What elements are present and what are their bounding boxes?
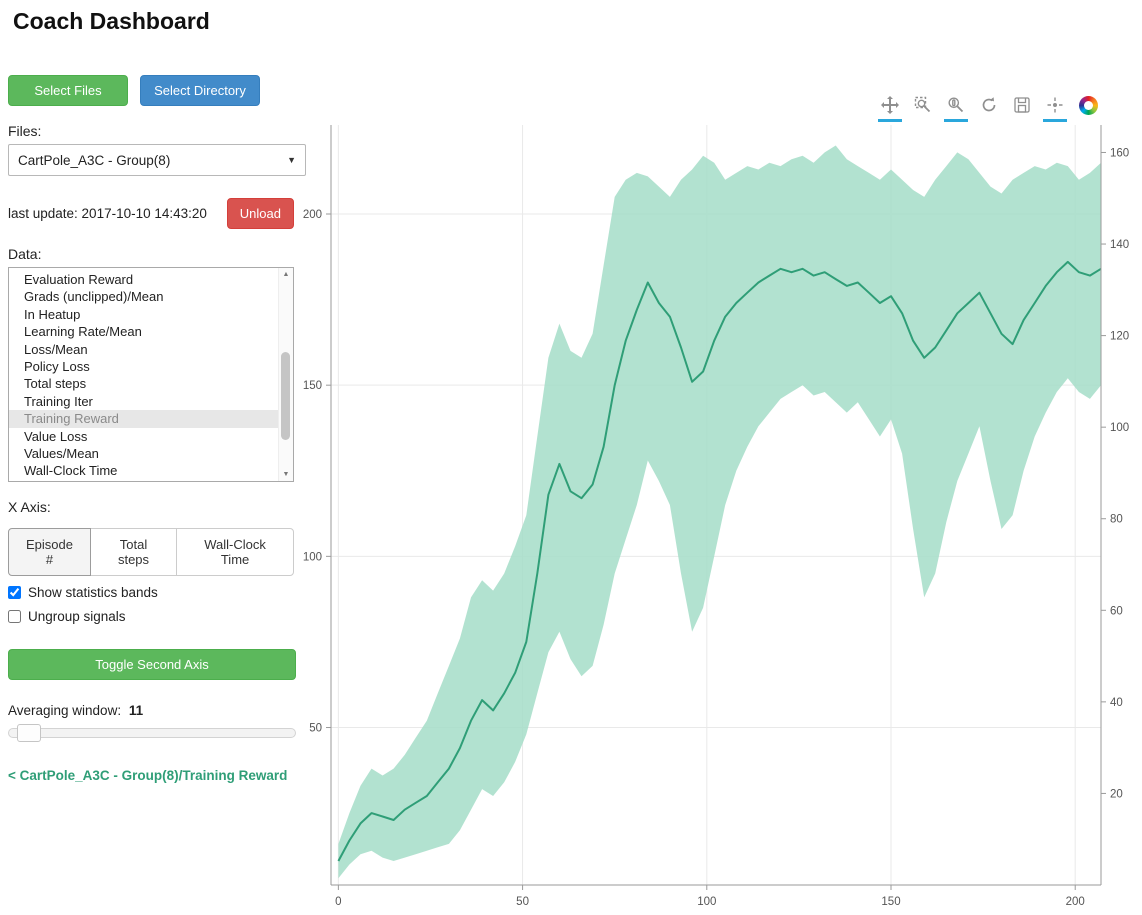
data-list-item[interactable]: Grads (unclipped)/Mean xyxy=(24,289,164,305)
data-list-item[interactable]: Policy Loss xyxy=(24,359,90,375)
data-list-item[interactable]: Training Reward xyxy=(9,410,293,428)
show-statistics-bands-label[interactable]: Show statistics bands xyxy=(28,585,158,600)
scroll-down-icon[interactable]: ▼ xyxy=(282,471,290,478)
select-directory-button[interactable]: Select Directory xyxy=(140,75,260,106)
data-list-item[interactable]: Total steps xyxy=(24,376,87,392)
chart-panel: 50 100 150 200 20 40 60 80 100 120 140 160 0 50 100 150… xyxy=(302,35,1142,908)
reset-tool-icon[interactable] xyxy=(977,93,1001,122)
axis-tick-label: 20 xyxy=(1110,788,1123,800)
data-list-item[interactable]: Training Iter xyxy=(24,393,93,409)
show-statistics-bands-checkbox[interactable] xyxy=(8,586,21,599)
last-update-text: last update: 2017-10-10 14:43:20 xyxy=(8,206,207,221)
box-zoom-tool-icon[interactable] xyxy=(911,93,935,122)
files-select-value: CartPole_A3C - Group(8) xyxy=(18,152,171,168)
breadcrumb[interactable]: < CartPole_A3C - Group(8)/Training Rewar… xyxy=(8,768,288,783)
ungroup-signals-checkbox[interactable] xyxy=(8,610,21,623)
data-list-items: Evaluation Reward Grads (unclipped)/Mean I… xyxy=(9,268,293,480)
averaging-window-slider[interactable] xyxy=(8,724,296,742)
stat-band xyxy=(338,145,1101,879)
pan-tool-icon[interactable] xyxy=(878,93,902,122)
axis-tick-label: 50 xyxy=(516,896,529,908)
wheel-zoom-tool-icon[interactable] xyxy=(944,93,968,122)
axis-tick-label: 100 xyxy=(303,551,322,563)
averaging-window-value: 11 xyxy=(128,703,144,718)
axis-tick-label: 100 xyxy=(1110,422,1129,434)
x-axis-option-total-steps[interactable]: Total steps xyxy=(89,528,178,576)
toggle-second-axis-button[interactable]: Toggle Second Axis xyxy=(8,649,296,680)
axis-tick-label: 80 xyxy=(1110,514,1123,526)
axis-tick-label: 150 xyxy=(881,896,900,908)
sidebar: Select Files Select Directory Files: Car… xyxy=(0,35,306,888)
x-axis-option-wall-clock[interactable]: Wall-Clock Time xyxy=(176,528,295,576)
x-axis-button-group: Episode # Total steps Wall-Clock Time xyxy=(8,528,295,576)
ungroup-signals-label[interactable]: Ungroup signals xyxy=(28,609,126,624)
data-label: Data: xyxy=(8,246,42,262)
scrollbar-thumb[interactable] xyxy=(281,352,290,440)
page-title: Coach Dashboard xyxy=(13,8,210,34)
scroll-up-icon[interactable]: ▲ xyxy=(282,271,290,278)
bokeh-toolbar xyxy=(878,93,1100,122)
data-list-item[interactable]: In Heatup xyxy=(24,306,81,322)
files-select[interactable]: CartPole_A3C - Group(8) ▼ xyxy=(8,144,306,176)
x-axis-label: X Axis: xyxy=(8,499,51,515)
axis-tick-label: 40 xyxy=(1110,697,1123,709)
data-list-item[interactable]: Learning Rate/Mean xyxy=(24,324,142,340)
axis-tick-label: 100 xyxy=(697,896,716,908)
axis-tick-label: 60 xyxy=(1110,605,1123,617)
axis-tick-label: 50 xyxy=(309,723,322,735)
main-layout: Select Files Select Directory Files: Car… xyxy=(0,35,1142,908)
data-listbox[interactable]: Evaluation Reward Grads (unclipped)/Mean I… xyxy=(8,267,294,482)
axis-tick-label: 150 xyxy=(303,380,322,392)
hover-tool-icon[interactable] xyxy=(1043,93,1067,122)
chevron-down-icon: ▼ xyxy=(287,155,296,165)
data-list-item[interactable]: Loss/Mean xyxy=(24,341,88,357)
averaging-window-label: Averaging window: xyxy=(8,703,122,718)
axis-tick-label: 120 xyxy=(1110,331,1129,343)
data-list-item[interactable]: Evaluation Reward xyxy=(24,272,134,287)
listbox-scrollbar[interactable]: ▲ ▼ xyxy=(278,268,293,481)
axis-tick-label: 160 xyxy=(1110,147,1129,159)
slider-thumb[interactable] xyxy=(17,724,41,742)
bokeh-logo-icon[interactable] xyxy=(1076,93,1100,122)
axis-tick-label: 200 xyxy=(303,209,322,221)
axis-tick-label: 200 xyxy=(1066,896,1085,908)
unload-button[interactable]: Unload xyxy=(226,198,294,229)
x-axis-option-episode[interactable]: Episode # xyxy=(8,528,91,576)
training-reward-chart[interactable]: 50 100 150 200 20 40 60 80 100 120 140 160 0 50 100 150… xyxy=(302,109,1142,915)
data-list-item[interactable]: Values/Mean xyxy=(24,446,99,462)
data-list-item[interactable]: Wall-Clock Time xyxy=(24,463,118,479)
save-tool-icon[interactable] xyxy=(1010,93,1034,122)
data-list-item[interactable]: Value Loss xyxy=(24,428,88,444)
select-files-button[interactable]: Select Files xyxy=(8,75,128,106)
axis-tick-label: 0 xyxy=(335,896,341,908)
mean-line xyxy=(337,260,1102,862)
axis-tick-label: 140 xyxy=(1110,239,1129,251)
files-label: Files: xyxy=(8,123,42,139)
